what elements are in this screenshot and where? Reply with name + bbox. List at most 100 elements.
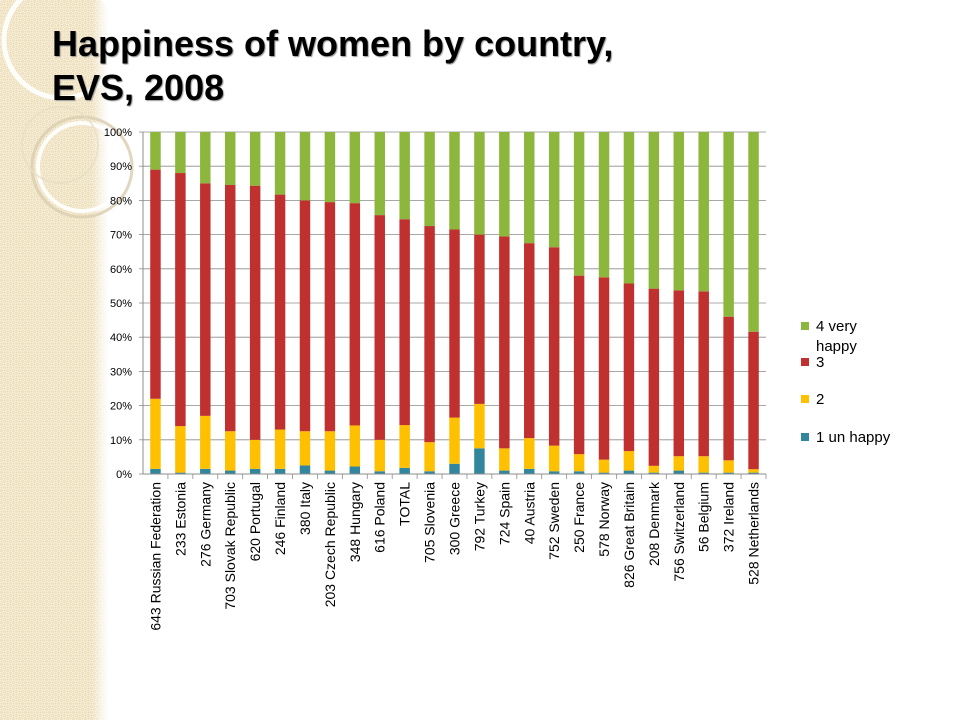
category-label: 792 Turkey bbox=[471, 482, 487, 551]
bar-segment-4-very-happy bbox=[224, 132, 236, 186]
bar-segment-2 bbox=[648, 465, 660, 473]
bar-segment-4-very-happy bbox=[324, 132, 336, 203]
y-axis-tick-labels: 0% 10% 20% 30% 40% 50% 60% 70% 80% 90% 100% bbox=[104, 127, 132, 481]
category-label: 250 France bbox=[571, 482, 587, 553]
category-label: 620 Portugal bbox=[247, 482, 263, 561]
bar-segment-2 bbox=[374, 439, 385, 472]
x-axis-category-labels: 643 Russian Federation 233 Estonia 276 Ger… bbox=[148, 481, 762, 631]
bar-segment-4-very-happy bbox=[723, 132, 734, 317]
y-tick-label: 60% bbox=[110, 264, 132, 276]
bar-segment-1-un-happy bbox=[349, 466, 361, 474]
bar-segment-4-very-happy bbox=[623, 132, 635, 284]
bar-stack-643-russian-federation bbox=[150, 132, 161, 474]
bar-segment-4-very-happy bbox=[598, 132, 610, 278]
legend-item-4-very-happy: 4 very happy bbox=[801, 318, 857, 355]
bar-segment-3 bbox=[524, 243, 535, 439]
bar-segment-1-un-happy bbox=[449, 463, 460, 474]
bar-segment-3 bbox=[324, 202, 336, 432]
bar-segment-4-very-happy bbox=[424, 132, 435, 227]
bar-segment-2 bbox=[698, 456, 709, 473]
legend-label: 1 un happy bbox=[816, 429, 891, 446]
category-label: 724 Spain bbox=[496, 482, 512, 545]
bar-segment-1-un-happy bbox=[274, 468, 286, 474]
category-label: 233 Estonia bbox=[172, 482, 188, 556]
category-label: 380 Italy bbox=[297, 482, 313, 535]
bar-segment-1-un-happy bbox=[524, 468, 535, 474]
bar-segment-3 bbox=[474, 234, 485, 404]
bar-segment-4-very-happy bbox=[573, 132, 585, 276]
bar-segment-1-un-happy bbox=[598, 472, 610, 474]
y-tick-label: 70% bbox=[110, 230, 132, 242]
bar-stack-40-austria bbox=[524, 132, 535, 474]
bar-segment-1-un-happy bbox=[573, 471, 585, 474]
slide-title-line-1: Happiness of women by country, bbox=[52, 23, 614, 64]
bar-segment-3 bbox=[374, 215, 385, 440]
bar-segment-1-un-happy bbox=[548, 471, 560, 474]
bar-segment-2 bbox=[249, 439, 261, 469]
bar-segment-3 bbox=[449, 229, 460, 418]
bar-stack-total bbox=[399, 132, 410, 474]
bar-stack-300-greece bbox=[449, 132, 460, 474]
bar-segment-3 bbox=[698, 291, 709, 457]
y-tick-label: 40% bbox=[110, 332, 132, 344]
legend-label: happy bbox=[816, 338, 857, 355]
bar-segment-1-un-happy bbox=[648, 472, 660, 474]
category-label: 276 Germany bbox=[197, 482, 213, 567]
bar-segment-3 bbox=[150, 169, 161, 399]
bar-segment-4-very-happy bbox=[499, 132, 510, 237]
legend-item-3: 3 bbox=[801, 354, 824, 371]
legend-swatch bbox=[801, 433, 809, 441]
y-tick-label: 20% bbox=[110, 401, 132, 413]
bar-segment-2 bbox=[150, 398, 161, 469]
legend-label: 2 bbox=[816, 391, 824, 408]
bar-stack-616-poland bbox=[374, 132, 385, 474]
bar-segment-1-un-happy bbox=[474, 448, 485, 474]
bar-segment-3 bbox=[424, 226, 435, 443]
textured-side-panel bbox=[0, 0, 108, 720]
bar-segment-2 bbox=[175, 426, 186, 473]
bar-segment-3 bbox=[598, 277, 610, 460]
bar-segment-1-un-happy bbox=[324, 470, 336, 474]
bar-stack-792-turkey bbox=[474, 132, 485, 474]
category-label: 40 Austria bbox=[521, 482, 537, 544]
bar-segment-2 bbox=[673, 456, 685, 471]
bar-segment-1-un-happy bbox=[200, 468, 211, 474]
bar-segment-4-very-happy bbox=[374, 132, 385, 216]
y-tick-label: 100% bbox=[104, 127, 132, 139]
bar-segment-4-very-happy bbox=[748, 132, 759, 332]
bar-segment-2 bbox=[524, 438, 535, 469]
bar-segment-4-very-happy bbox=[648, 132, 660, 289]
bar-stack-250-france bbox=[573, 132, 585, 474]
category-label: 826 Great Britain bbox=[621, 482, 637, 588]
bar-stack-208-denmark bbox=[648, 132, 660, 474]
decorative-circles bbox=[1, 0, 134, 219]
category-label: 643 Russian Federation bbox=[148, 482, 164, 631]
bar-stack-203-czech-republic bbox=[324, 132, 336, 474]
bar-segment-4-very-happy bbox=[200, 132, 211, 184]
category-label: 56 Belgium bbox=[696, 482, 712, 552]
bar-segment-3 bbox=[274, 194, 286, 430]
axes bbox=[142, 132, 767, 479]
bar-segment-4-very-happy bbox=[698, 132, 709, 292]
category-label: 348 Hungary bbox=[347, 482, 363, 562]
bar-stack-233-estonia bbox=[175, 132, 186, 474]
bar-segment-2 bbox=[349, 425, 361, 467]
bar-segment-2 bbox=[224, 431, 236, 471]
bar-stack-826-great-britain bbox=[623, 132, 635, 474]
bar-segment-2 bbox=[449, 417, 460, 464]
bar-segment-2 bbox=[748, 469, 759, 473]
y-tick-label: 80% bbox=[110, 195, 132, 207]
bar-segment-1-un-happy bbox=[748, 472, 759, 474]
bar-segment-1-un-happy bbox=[175, 472, 186, 474]
bar-segment-3 bbox=[623, 283, 635, 452]
bar-segment-4-very-happy bbox=[449, 132, 460, 230]
legend-swatch bbox=[801, 358, 809, 366]
legend-swatch bbox=[801, 322, 809, 330]
bar-segment-2 bbox=[499, 448, 510, 471]
legend-item-1-un-happy: 1 un happy bbox=[801, 429, 891, 446]
bar-segment-4-very-happy bbox=[673, 132, 685, 291]
bar-segment-1-un-happy bbox=[299, 465, 311, 474]
bar-segment-1-un-happy bbox=[673, 470, 685, 474]
bar-stack-246-finland bbox=[274, 132, 286, 474]
